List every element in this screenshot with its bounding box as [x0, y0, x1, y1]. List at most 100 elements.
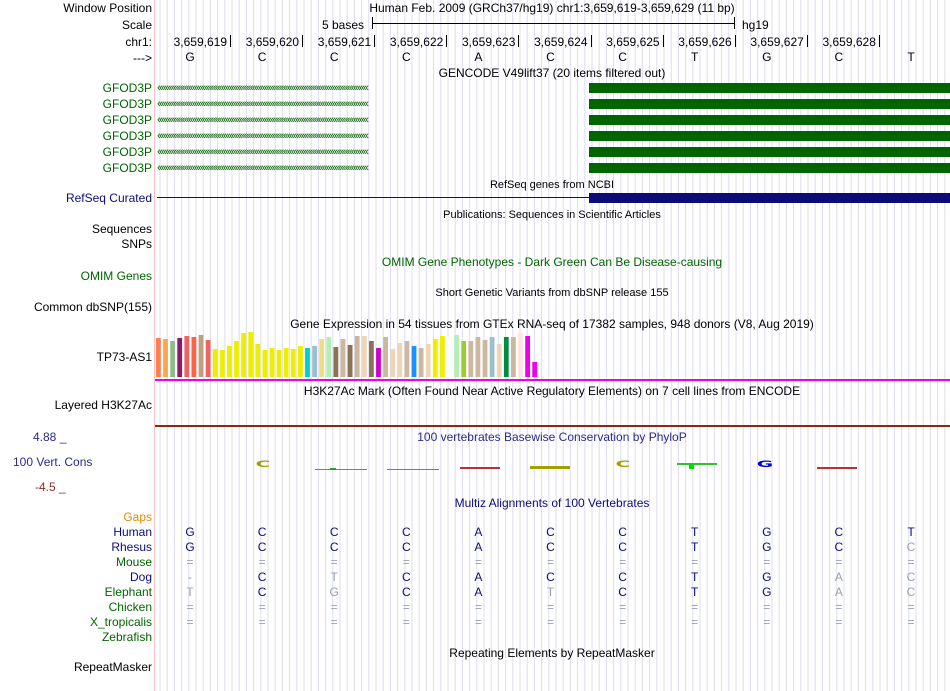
gencode-intron-arrows[interactable]: ‹‹‹‹‹‹‹‹‹‹‹‹‹‹‹‹‹‹‹‹‹‹‹‹‹‹‹‹‹‹‹‹‹‹‹‹‹‹‹‹…: [157, 82, 369, 94]
gtex-tissue-bar[interactable]: [298, 346, 303, 377]
gtex-tissue-bar[interactable]: [418, 348, 424, 377]
gtex-tissue-bar[interactable]: [511, 337, 516, 377]
gtex-tissue-bar[interactable]: [354, 336, 360, 377]
gtex-tissue-bar[interactable]: [290, 349, 296, 377]
species-label[interactable]: Dog: [129, 570, 152, 584]
alignment-base: C: [618, 525, 627, 539]
gtex-tissue-bar[interactable]: [212, 349, 218, 377]
gencode-exon-block[interactable]: [589, 147, 950, 157]
gtex-bar-chart[interactable]: [155, 331, 950, 382]
gtex-tissue-bar[interactable]: [454, 335, 459, 377]
gtex-tissue-bar[interactable]: [440, 336, 445, 377]
gencode-transcript-label[interactable]: GFOD3P: [102, 129, 152, 143]
gtex-tissue-bar[interactable]: [347, 345, 353, 377]
gtex-tissue-bar[interactable]: [191, 337, 197, 377]
gtex-tissue-bar[interactable]: [503, 337, 509, 377]
gtex-tissue-bar[interactable]: [305, 348, 310, 377]
gtex-tissue-bar[interactable]: [276, 350, 282, 377]
species-label[interactable]: Zebrafish: [101, 630, 152, 644]
gtex-tissue-bar[interactable]: [489, 337, 495, 377]
gtex-tissue-bar[interactable]: [376, 348, 381, 377]
alignment-base: G: [762, 570, 772, 584]
gtex-tissue-bar[interactable]: [198, 335, 204, 377]
gtex-tissue-bar[interactable]: [227, 346, 232, 377]
repeatmasker-label[interactable]: RepeatMasker: [73, 660, 152, 674]
h3k27ac-signal-line[interactable]: [155, 425, 950, 427]
gtex-tissue-bar[interactable]: [241, 333, 246, 377]
gtex-tissue-bar[interactable]: [390, 349, 396, 377]
gencode-intron-arrows[interactable]: ‹‹‹‹‹‹‹‹‹‹‹‹‹‹‹‹‹‹‹‹‹‹‹‹‹‹‹‹‹‹‹‹‹‹‹‹‹‹‹‹…: [157, 98, 369, 110]
phylop-logo[interactable]: C C G: [155, 450, 950, 480]
gtex-tissue-bar[interactable]: [262, 350, 268, 377]
species-label[interactable]: Human: [113, 525, 152, 539]
gtex-tissue-bar[interactable]: [468, 341, 474, 377]
gtex-tissue-bar[interactable]: [361, 336, 367, 377]
gencode-transcript-label[interactable]: GFOD3P: [102, 161, 152, 175]
gtex-tissue-bar[interactable]: [333, 347, 339, 377]
omim-label[interactable]: OMIM Genes: [80, 269, 152, 283]
gtex-tissue-bar[interactable]: [397, 343, 403, 377]
refseq-intron-line[interactable]: [157, 197, 589, 198]
phylop-mark-c6: [530, 466, 570, 469]
gtex-tissue-bar[interactable]: [312, 346, 317, 377]
gencode-intron-arrows[interactable]: ‹‹‹‹‹‹‹‹‹‹‹‹‹‹‹‹‹‹‹‹‹‹‹‹‹‹‹‹‹‹‹‹‹‹‹‹‹‹‹‹…: [157, 130, 369, 142]
species-label[interactable]: Elephant: [104, 585, 152, 599]
gtex-tissue-bar[interactable]: [411, 346, 417, 377]
gtex-tissue-bar[interactable]: [496, 344, 502, 377]
gtex-tissue-bar[interactable]: [248, 332, 254, 377]
gtex-tissue-bar[interactable]: [532, 362, 538, 377]
gtex-tissue-bar[interactable]: [283, 348, 289, 377]
gencode-transcript-label[interactable]: GFOD3P: [102, 81, 152, 95]
sequences-label[interactable]: Sequences: [91, 222, 152, 236]
gtex-tissue-bar[interactable]: [234, 341, 239, 377]
gencode-transcript-label[interactable]: GFOD3P: [102, 113, 152, 127]
gtex-tissue-bar[interactable]: [184, 336, 190, 377]
gencode-intron-arrows[interactable]: ‹‹‹‹‹‹‹‹‹‹‹‹‹‹‹‹‹‹‹‹‹‹‹‹‹‹‹‹‹‹‹‹‹‹‹‹‹‹‹‹…: [157, 146, 369, 158]
refseq-label[interactable]: RefSeq Curated: [65, 191, 152, 205]
gtex-tissue-bar[interactable]: [319, 339, 325, 377]
phylop-label[interactable]: 100 Vert. Cons: [13, 455, 93, 469]
gtex-tissue-bar[interactable]: [177, 338, 183, 377]
gencode-exon-block[interactable]: [589, 115, 950, 125]
gtex-tissue-bar[interactable]: [205, 340, 211, 377]
gencode-transcript-label[interactable]: GFOD3P: [102, 97, 152, 111]
gencode-exon-block[interactable]: [589, 163, 950, 173]
gtex-tissue-bar[interactable]: [219, 350, 225, 377]
snps-label[interactable]: SNPs: [121, 237, 152, 251]
refseq-exon-block[interactable]: [589, 193, 950, 203]
gtex-tissue-bar[interactable]: [369, 341, 374, 377]
gtex-tissue-bar[interactable]: [255, 344, 261, 377]
gtex-tissue-bar[interactable]: [432, 339, 438, 377]
gtex-tissue-bar[interactable]: [525, 336, 530, 377]
gencode-intron-arrows[interactable]: ‹‹‹‹‹‹‹‹‹‹‹‹‹‹‹‹‹‹‹‹‹‹‹‹‹‹‹‹‹‹‹‹‹‹‹‹‹‹‹‹…: [157, 114, 369, 126]
gencode-exon-block[interactable]: [589, 83, 950, 93]
gtex-tissue-bar[interactable]: [461, 341, 467, 377]
species-label[interactable]: X_tropicalis: [89, 615, 152, 629]
gencode-intron-arrows[interactable]: ‹‹‹‹‹‹‹‹‹‹‹‹‹‹‹‹‹‹‹‹‹‹‹‹‹‹‹‹‹‹‹‹‹‹‹‹‹‹‹‹…: [157, 162, 369, 174]
gtex-tissue-bar[interactable]: [269, 348, 275, 377]
gencode-exon-block[interactable]: [589, 131, 950, 141]
gtex-tissue-bar[interactable]: [518, 333, 523, 377]
gtex-tissue-bar[interactable]: [326, 337, 332, 377]
species-label[interactable]: Rhesus: [111, 540, 152, 554]
gencode-exon-block[interactable]: [589, 99, 950, 109]
gtex-tissue-bar[interactable]: [425, 344, 431, 377]
gencode-transcript-label[interactable]: GFOD3P: [102, 145, 152, 159]
gtex-tissue-bar[interactable]: [482, 340, 488, 377]
gtex-tissue-bar[interactable]: [156, 338, 161, 377]
species-label[interactable]: Chicken: [108, 600, 152, 614]
h3k27ac-label[interactable]: Layered H3K27Ac: [54, 398, 152, 412]
gtex-tissue-bar[interactable]: [340, 339, 346, 377]
species-label[interactable]: Mouse: [115, 555, 152, 569]
coordinate-label: 3,659,621: [317, 35, 372, 49]
gtex-tissue-bar[interactable]: [404, 341, 410, 377]
gtex-tissue-bar[interactable]: [383, 337, 388, 377]
gtex-tissue-bar[interactable]: [447, 337, 452, 377]
gtex-tissue-bar[interactable]: [170, 341, 175, 377]
alignment-base: =: [402, 615, 410, 629]
gtex-tissue-bar[interactable]: [163, 339, 168, 377]
gtex-tissue-bar[interactable]: [475, 337, 481, 377]
dbsnp-label[interactable]: Common dbSNP(155): [33, 300, 152, 314]
gtex-gene-label[interactable]: TP73-AS1: [96, 350, 152, 364]
